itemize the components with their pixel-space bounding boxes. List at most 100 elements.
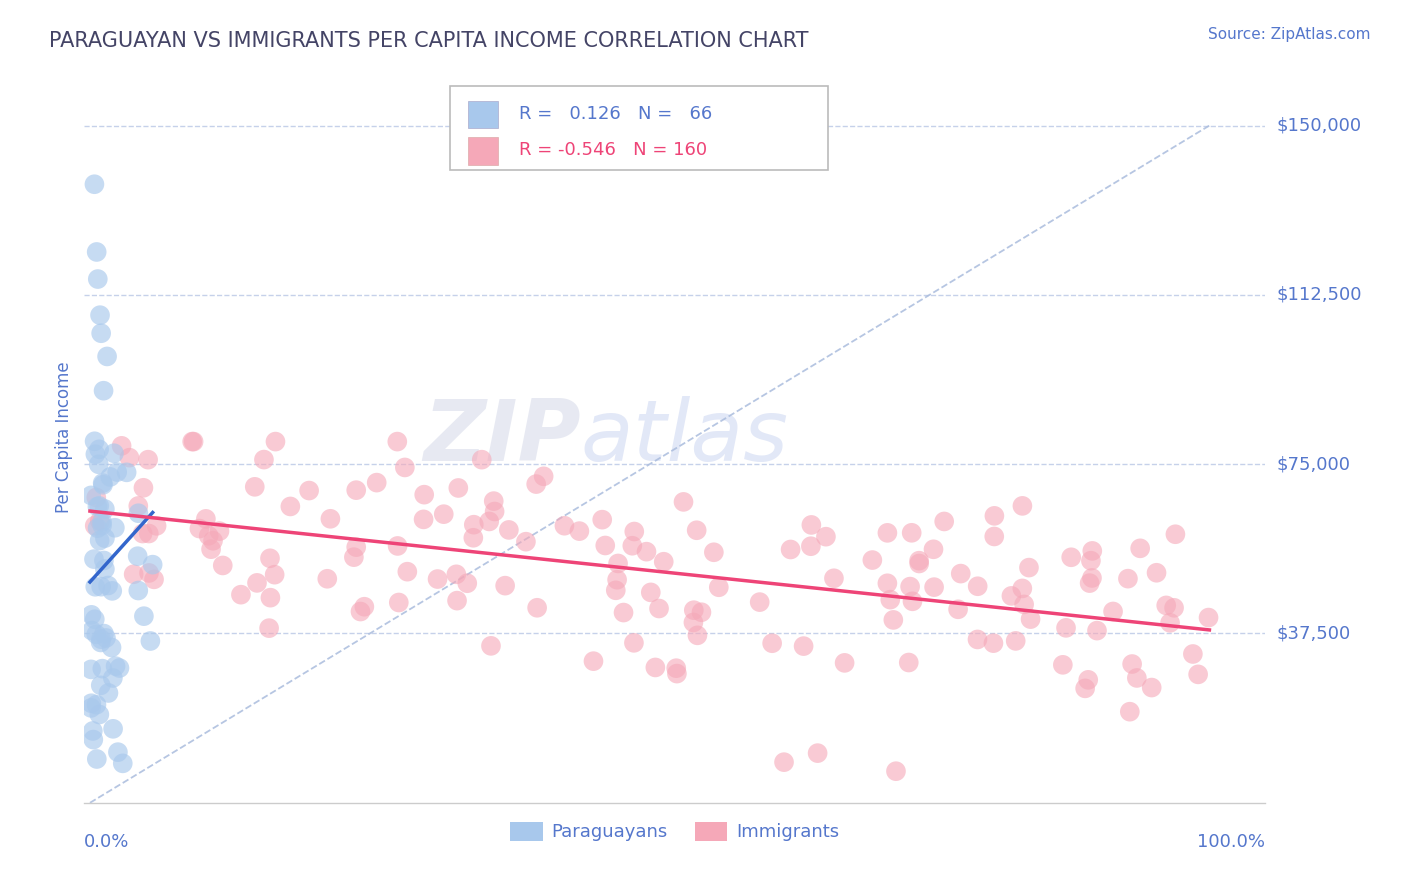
Point [181, 434, 204, 449]
Point [83, 612, 105, 626]
Point [922, 542, 945, 557]
Point [876, 525, 898, 540]
Point [1164, 527, 1187, 541]
Bar [468, 101, 498, 128]
Point [387, 434, 409, 449]
Point [1011, 499, 1033, 513]
Point [104, 521, 127, 535]
Point [86, 500, 108, 514]
Point [80, 696, 103, 710]
Point [463, 517, 485, 532]
Point [1074, 681, 1097, 696]
Point [1154, 599, 1177, 613]
Point [605, 583, 627, 598]
Point [89, 533, 111, 548]
Point [86, 752, 108, 766]
Point [136, 452, 159, 467]
Point [949, 566, 972, 581]
Point [623, 636, 645, 650]
Point [983, 529, 1005, 543]
Point [1119, 705, 1142, 719]
Point [257, 621, 280, 635]
Point [478, 515, 501, 529]
Point [779, 542, 801, 557]
Point [446, 567, 468, 582]
Point [593, 539, 616, 553]
Point [96, 350, 118, 364]
Point [94, 531, 117, 545]
Point [183, 434, 205, 449]
Point [882, 613, 904, 627]
Point [200, 542, 222, 557]
Point [515, 534, 537, 549]
Point [1004, 633, 1026, 648]
Point [934, 515, 956, 529]
Point [93, 626, 115, 640]
Point [482, 494, 505, 508]
Point [568, 524, 591, 538]
Point [901, 594, 924, 608]
Point [264, 434, 287, 449]
Point [138, 526, 160, 541]
Point [82, 723, 104, 738]
Point [105, 465, 128, 479]
Point [814, 530, 837, 544]
Point [83, 178, 105, 192]
Point [908, 554, 931, 568]
Point [131, 526, 153, 541]
Point [1116, 572, 1139, 586]
Point [1080, 554, 1102, 568]
Point [800, 517, 823, 532]
Point [91, 515, 114, 529]
Point [1085, 624, 1108, 638]
Point [524, 477, 547, 491]
Point [80, 624, 103, 638]
Point [387, 539, 409, 553]
Point [263, 567, 285, 582]
Point [143, 572, 166, 586]
Text: $112,500: $112,500 [1277, 285, 1362, 304]
Point [97, 578, 120, 592]
Point [84, 447, 107, 461]
Point [91, 476, 114, 491]
Point [115, 466, 138, 480]
Point [494, 579, 516, 593]
Point [800, 539, 823, 553]
Point [83, 434, 105, 449]
Point [253, 452, 276, 467]
Point [612, 606, 634, 620]
Point [672, 495, 695, 509]
Point [898, 580, 921, 594]
Point [682, 615, 704, 630]
Point [91, 477, 114, 491]
Point [122, 567, 145, 582]
Point [280, 500, 302, 514]
Point [1000, 589, 1022, 603]
Point [983, 508, 1005, 523]
Point [433, 507, 456, 521]
Point [686, 628, 709, 642]
Bar [468, 137, 498, 165]
Point [243, 480, 266, 494]
Point [1081, 544, 1104, 558]
Point [98, 470, 121, 484]
Point [138, 566, 160, 580]
Point [118, 450, 141, 465]
Point [89, 308, 111, 322]
Text: 0.0%: 0.0% [84, 833, 129, 851]
Point [479, 639, 502, 653]
Point [84, 580, 107, 594]
Point [884, 764, 907, 779]
Text: 100.0%: 100.0% [1198, 833, 1265, 851]
Point [703, 545, 725, 559]
Point [761, 636, 783, 650]
Point [91, 518, 114, 533]
Point [900, 525, 922, 540]
Point [966, 632, 988, 647]
Point [94, 502, 117, 516]
Point [1129, 541, 1152, 556]
Point [685, 523, 707, 537]
Point [533, 469, 555, 483]
Point [93, 553, 115, 567]
Point [132, 609, 155, 624]
